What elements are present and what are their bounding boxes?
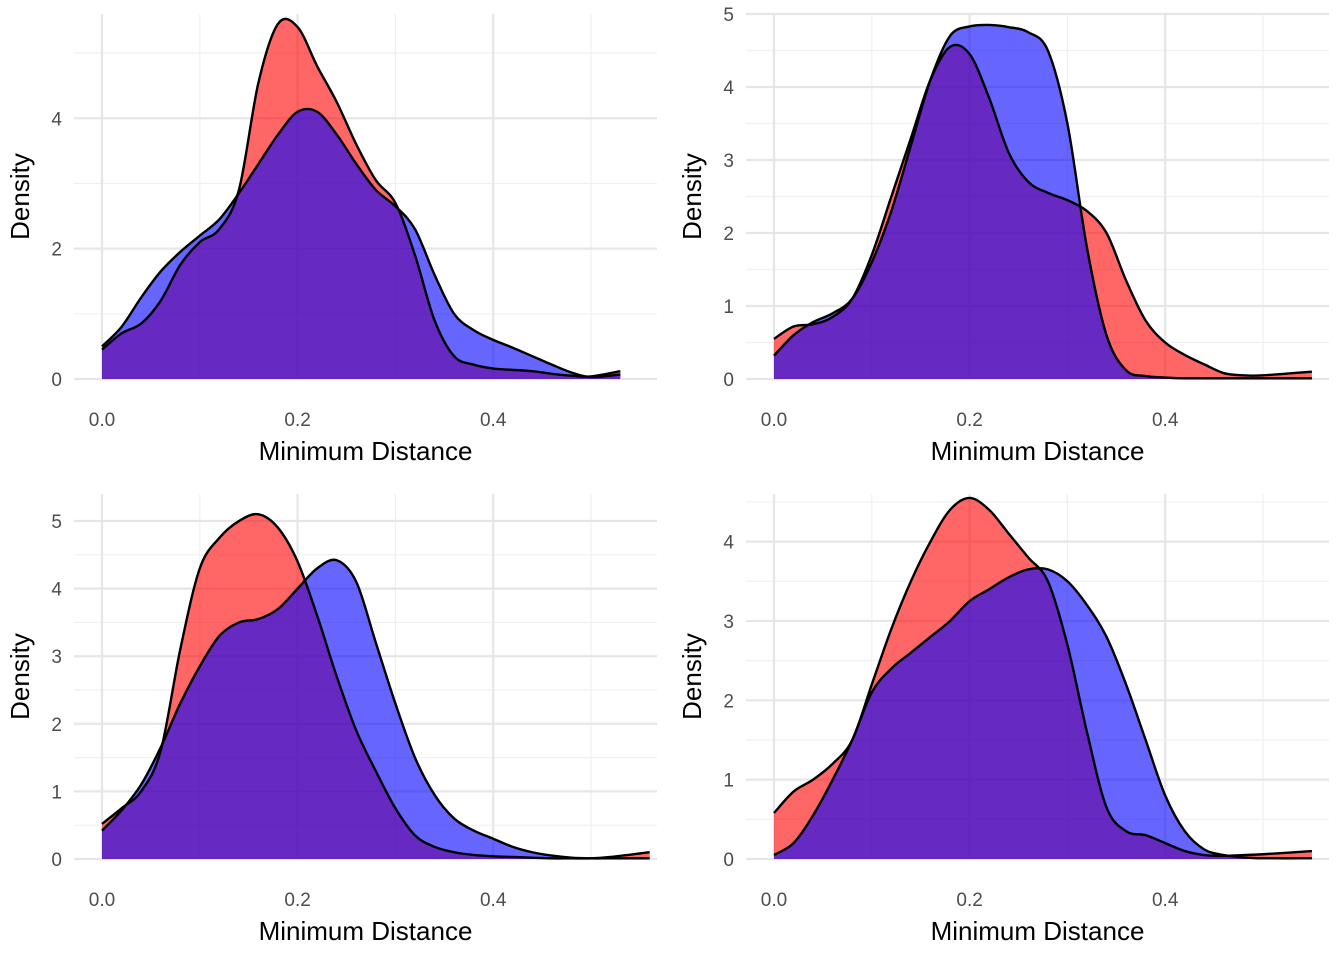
x-axis-title: Minimum Distance	[259, 436, 473, 466]
y-tick-label: 0	[51, 850, 62, 871]
x-tick-label: 0.4	[1152, 410, 1179, 431]
x-tick-label: 0.2	[284, 410, 310, 431]
density-area-blue	[102, 559, 650, 859]
y-axis-title: Density	[677, 633, 707, 720]
y-tick-label: 4	[723, 533, 734, 554]
panel-1: 0 2 4 0.0 0.2 0.4 Minimum Distance Density	[5, 14, 657, 466]
x-tick-label: 0.0	[761, 410, 787, 431]
x-tick-label: 0.0	[89, 890, 115, 911]
density-line-blue	[101, 107, 621, 379]
panel-3: 0 1 2 3 4 5 0.0 0.2 0.4 Minimum Distance Density	[5, 494, 657, 946]
y-axis-title: Density	[5, 153, 35, 240]
y-tick-label: 2	[51, 240, 62, 261]
y-tick-label: 1	[723, 297, 734, 318]
panel-2: 0 1 2 3 4 5 0.0 0.2 0.4 Minimum Distance Density	[677, 5, 1329, 466]
density-line-blue	[773, 23, 1312, 380]
y-tick-label: 4	[51, 580, 62, 601]
y-tick-label: 0	[51, 370, 62, 391]
x-axis-title: Minimum Distance	[259, 916, 473, 946]
x-tick-label: 0.2	[956, 890, 982, 911]
panel-4: 0 1 2 3 4 0.0 0.2 0.4 Minimum Distance Density	[677, 494, 1329, 946]
y-axis-title: Density	[5, 633, 35, 720]
x-tick-label: 0.2	[284, 890, 310, 911]
y-tick-label: 5	[51, 512, 62, 533]
density-line-red	[101, 17, 621, 378]
y-tick-label: 0	[723, 850, 734, 871]
x-tick-label: 0.0	[89, 410, 115, 431]
y-tick-label: 1	[723, 771, 734, 792]
x-tick-label: 0.2	[956, 410, 982, 431]
density-line-blue	[101, 558, 650, 860]
x-tick-label: 0.4	[480, 890, 507, 911]
y-tick-label: 5	[723, 5, 734, 26]
y-tick-label: 2	[51, 715, 62, 736]
y-tick-label: 2	[723, 224, 734, 245]
y-tick-label: 3	[723, 612, 734, 633]
y-tick-label: 3	[723, 151, 734, 172]
density-line-blue	[773, 566, 1312, 860]
density-line-red	[101, 512, 650, 860]
y-tick-label: 2	[723, 691, 734, 712]
x-tick-label: 0.4	[1152, 890, 1179, 911]
y-tick-label: 4	[723, 78, 734, 99]
x-tick-label: 0.0	[761, 890, 787, 911]
y-axis-title: Density	[677, 153, 707, 240]
x-axis-title: Minimum Distance	[931, 436, 1145, 466]
y-tick-label: 1	[51, 782, 62, 803]
density-area-blue	[774, 24, 1312, 379]
density-area-blue	[774, 568, 1312, 859]
x-tick-label: 0.4	[480, 410, 507, 431]
x-axis-title: Minimum Distance	[931, 916, 1145, 946]
y-tick-label: 3	[51, 647, 62, 668]
y-tick-label: 0	[723, 370, 734, 391]
y-tick-label: 4	[51, 109, 62, 130]
density-area-blue	[102, 108, 621, 380]
